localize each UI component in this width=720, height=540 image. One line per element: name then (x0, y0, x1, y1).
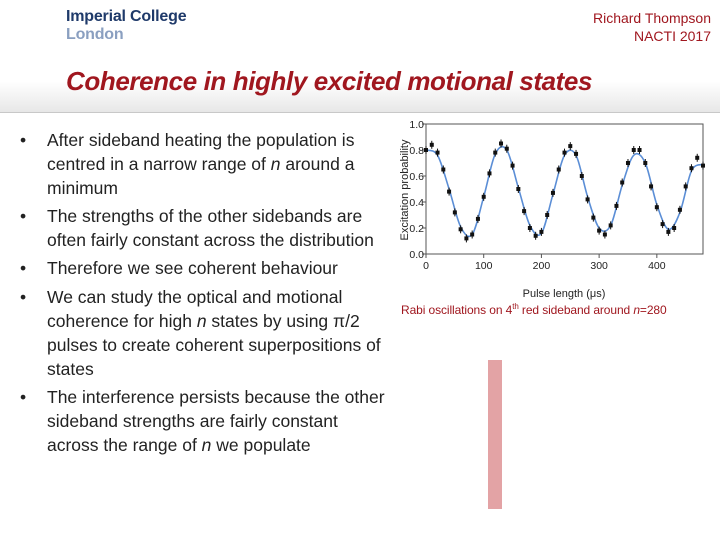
data-point (649, 184, 654, 189)
caption-n: n (633, 303, 640, 317)
bullet-text: We can study the optical and motional co… (47, 286, 381, 379)
data-point (493, 150, 498, 155)
bullet-text: After sideband heating the population is… (47, 130, 355, 199)
data-point (533, 233, 538, 238)
data-point (441, 167, 446, 172)
bullet-dot: • (20, 386, 27, 407)
bullet-dot: • (20, 258, 27, 279)
data-point (556, 167, 561, 172)
slide-title: Coherence in highly excited motional sta… (66, 66, 593, 96)
data-point-series (424, 139, 705, 243)
y-axis-label: Excitation probability (399, 139, 411, 240)
bullet-dot: • (20, 130, 27, 150)
data-point (499, 141, 504, 146)
y-tick-label: 0.4 (409, 197, 424, 209)
event-name: NACTI 2017 (633, 28, 711, 44)
data-point (625, 161, 630, 165)
data-point (435, 150, 440, 155)
data-point (562, 150, 567, 155)
data-point (522, 209, 527, 214)
data-point (510, 163, 515, 168)
x-tick-label: 300 (590, 260, 608, 272)
data-point (550, 190, 555, 195)
data-point (504, 146, 509, 151)
x-tick-label: 0 (423, 260, 429, 272)
author-block: Richard Thompson NACTI 2017 (593, 9, 711, 45)
data-point (545, 213, 550, 217)
data-point (689, 166, 694, 171)
data-point (481, 194, 486, 199)
data-point (672, 226, 677, 230)
chart-caption: Rabi oscillations on 4th red sideband ar… (401, 302, 719, 317)
data-point (424, 148, 428, 152)
imperial-college-logo: Imperial College London (66, 8, 187, 43)
data-point (516, 187, 521, 191)
y-axis: 0.0 0.2 0.4 0.6 0.8 1.0 (409, 119, 426, 261)
data-point (602, 232, 607, 237)
bullet-list: • After sideband heating the population i… (20, 128, 390, 461)
plot-area (425, 123, 704, 255)
bullet-text: The strengths of the other sidebands are… (47, 206, 374, 251)
data-point (654, 205, 659, 210)
y-tick-label: 0.2 (409, 223, 424, 235)
x-axis-label: Pulse length (μs) (523, 288, 606, 300)
rabi-oscillation-chart: 0.0 0.2 0.4 0.6 0.8 1.0 0 100 200 300 400 Excitat… (399, 119, 705, 300)
x-tick-label: 400 (648, 260, 666, 272)
data-point (631, 148, 636, 152)
bullet-item: • The strengths of the other sidebands ar… (20, 204, 390, 252)
bullet-dot: • (20, 286, 27, 307)
data-point (447, 189, 452, 194)
decorative-pink-bar (488, 360, 502, 509)
logo-line-london: London (66, 26, 124, 43)
caption-suffix: =280 (639, 303, 667, 317)
bullet-item: • After sideband heating the population i… (20, 128, 390, 200)
data-point (701, 163, 705, 168)
bullet-dot: • (20, 206, 27, 227)
data-point (527, 226, 532, 230)
data-point (487, 171, 492, 176)
x-tick-label: 200 (533, 260, 551, 272)
bullet-item: • We can study the optical and motional c… (20, 285, 390, 381)
title-bar: Coherence in highly excited motional sta… (0, 56, 720, 113)
bullet-item: • The interference persists because the o… (20, 385, 390, 457)
x-tick-label: 100 (475, 260, 493, 272)
data-point (683, 184, 688, 189)
data-point (677, 207, 682, 212)
data-point (608, 223, 613, 228)
data-point (458, 227, 463, 232)
data-point (620, 180, 625, 185)
data-point (660, 222, 665, 227)
data-point (643, 161, 648, 165)
y-tick-label: 0.0 (409, 249, 424, 261)
bullet-text: Therefore we see coherent behaviour (47, 258, 338, 279)
data-point (591, 215, 596, 220)
data-point (666, 229, 671, 234)
y-tick-label: 0.6 (409, 171, 424, 183)
data-point (585, 197, 590, 202)
data-point (475, 216, 480, 221)
data-point (574, 151, 579, 156)
bullet-item: • Therefore we see coherent behaviour (20, 256, 390, 280)
author-name: Richard Thompson (592, 10, 711, 26)
data-point (452, 210, 457, 215)
data-point (464, 236, 469, 241)
data-point (539, 229, 544, 234)
y-tick-label: 0.8 (409, 145, 424, 157)
bullet-text: The interference persists because the ot… (47, 386, 385, 456)
data-point (568, 144, 573, 149)
data-point (429, 142, 434, 147)
x-axis: 0 100 200 300 400 (423, 254, 666, 272)
caption-prefix: Rabi oscillations on 4 (401, 303, 513, 317)
y-tick-label: 1.0 (409, 119, 424, 131)
logo-line-imperial-college: Imperial College (66, 8, 187, 25)
data-point (637, 148, 642, 152)
data-point (695, 155, 700, 160)
data-point (597, 228, 602, 233)
data-point (470, 232, 475, 237)
data-point (579, 174, 584, 178)
caption-superscript: th (512, 302, 519, 311)
caption-middle: red sideband around (518, 303, 634, 317)
data-point (614, 203, 619, 208)
